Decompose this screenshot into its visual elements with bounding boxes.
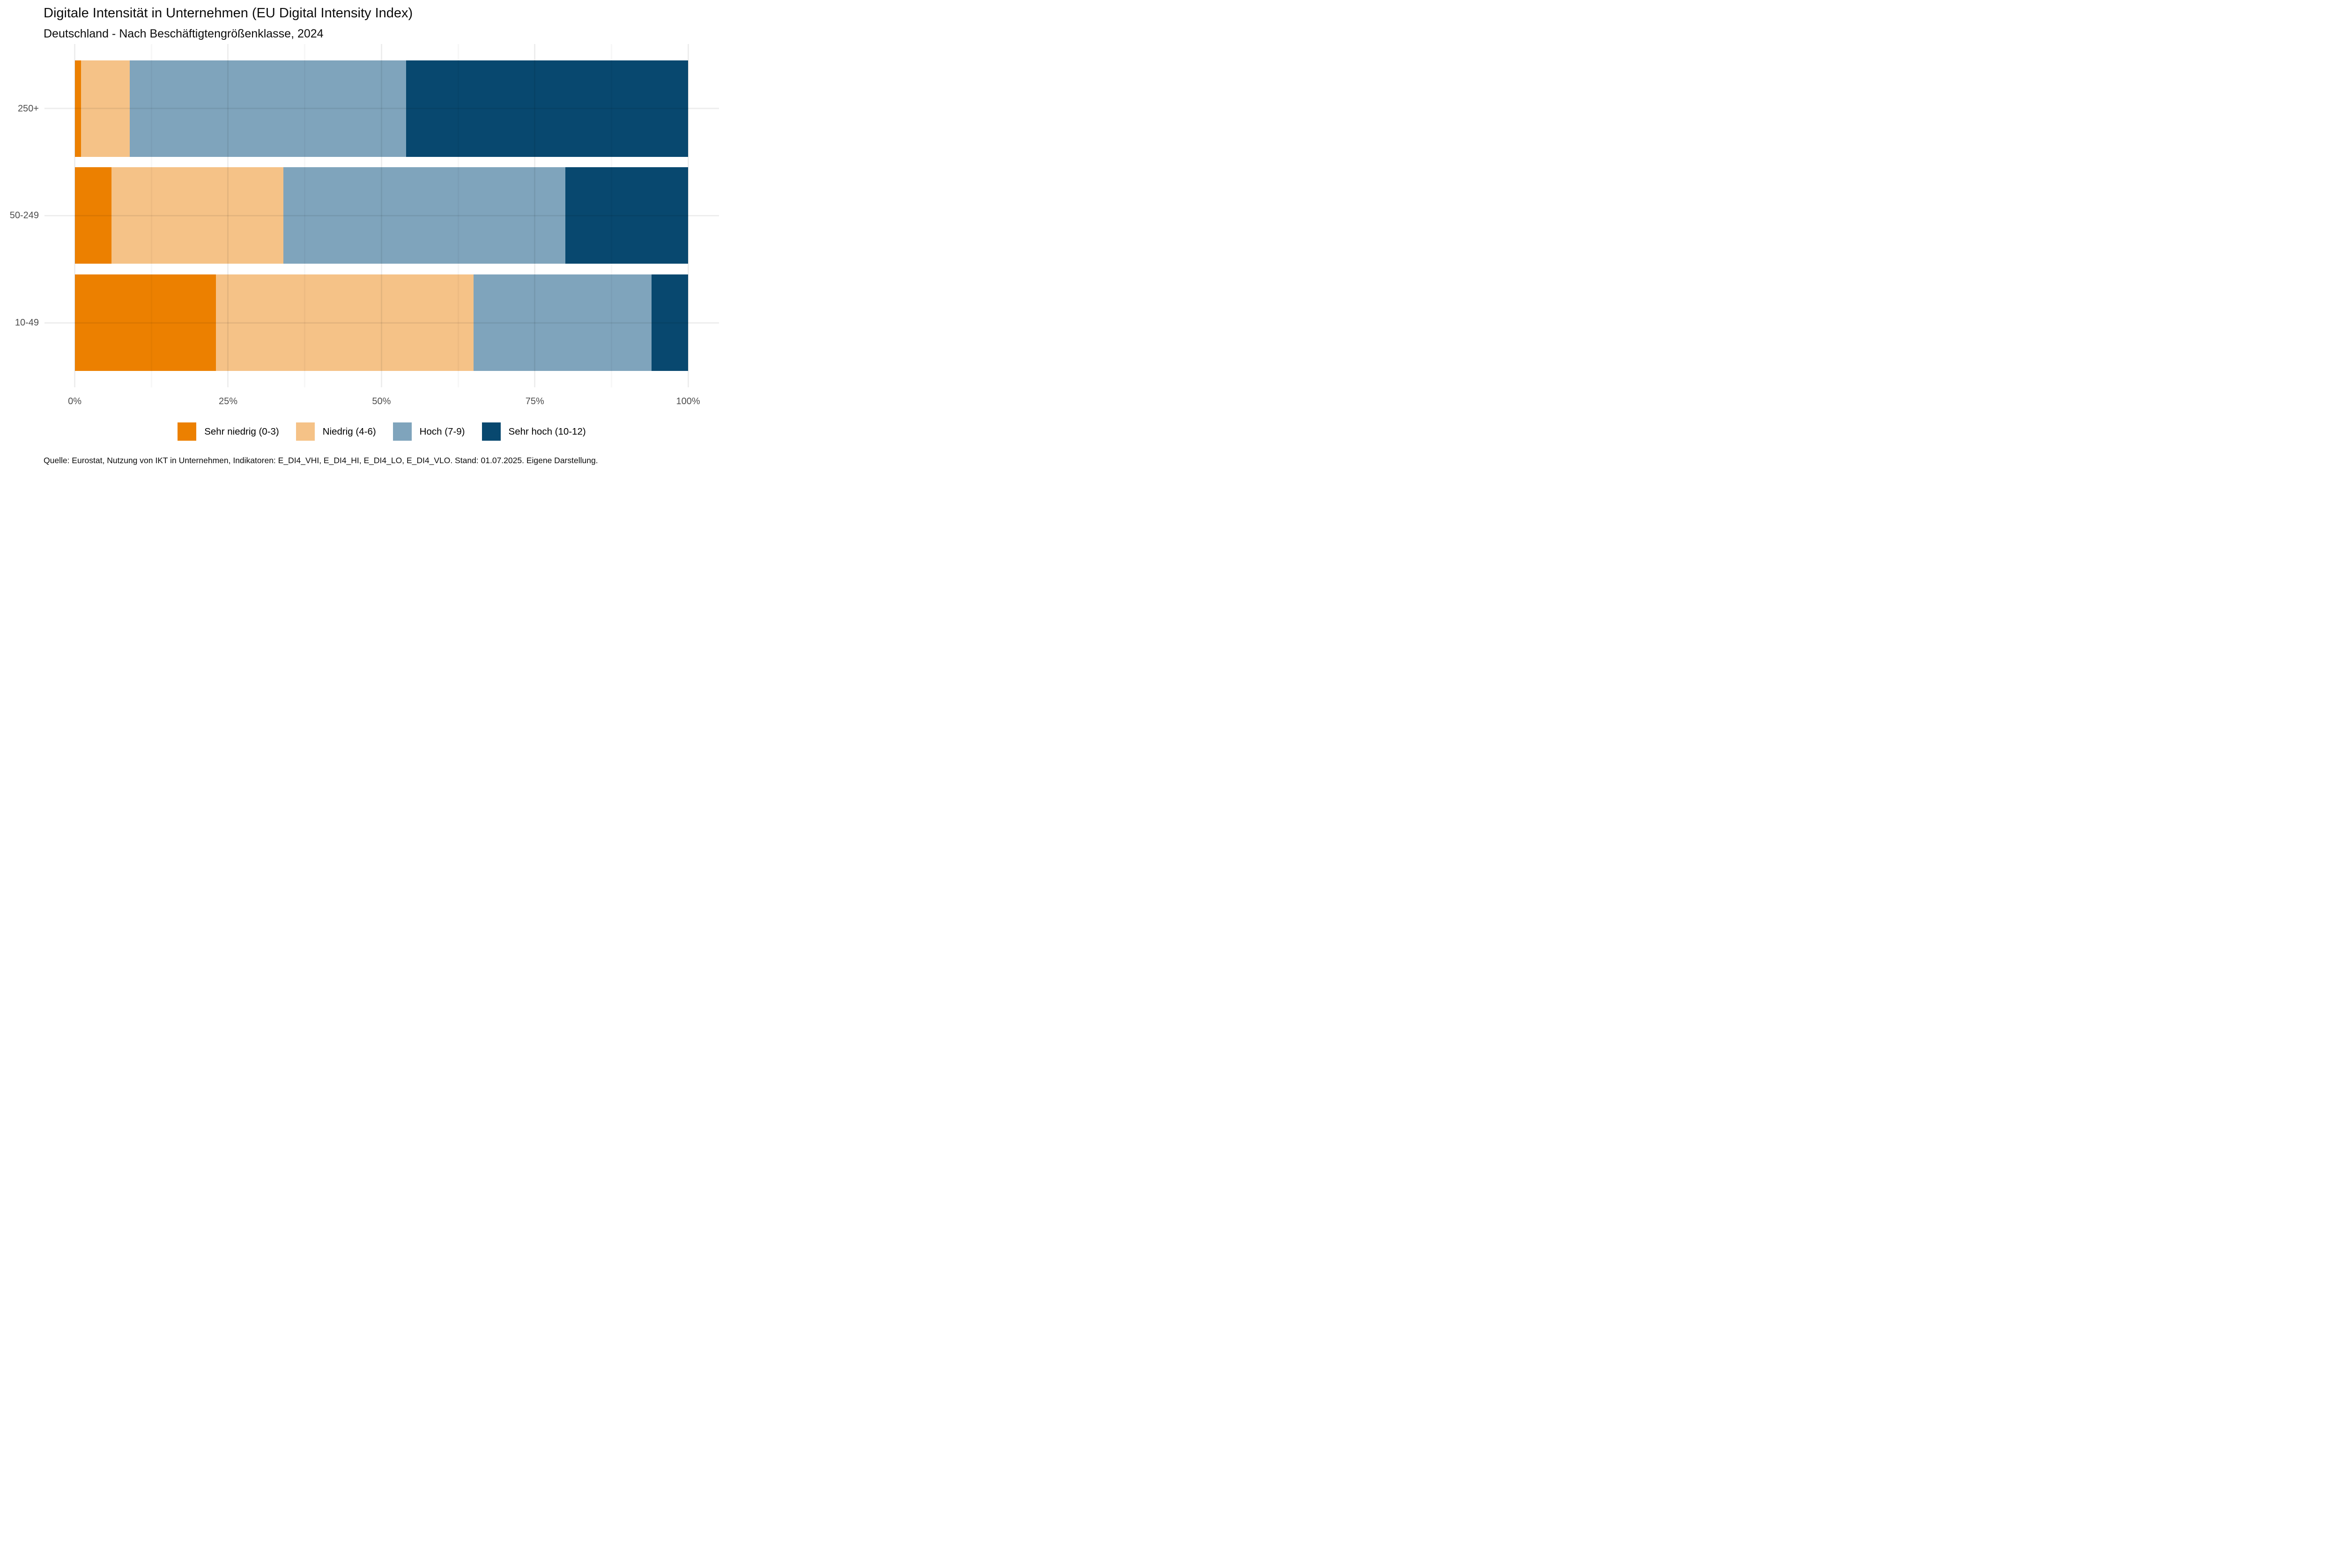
legend-color-swatch [178, 422, 197, 441]
y-axis-label: 10-49 [15, 318, 39, 328]
bar-segment [74, 274, 216, 371]
legend-item: Sehr hoch (10-12) [482, 422, 586, 441]
source-note: Quelle: Eurostat, Nutzung von IKT in Unt… [44, 456, 598, 465]
chart-subtitle: Deutschland - Nach Beschäftigtengrößenkl… [44, 27, 324, 40]
plot-panel [44, 44, 719, 387]
legend-label: Sehr niedrig (0-3) [204, 426, 279, 437]
chart-root: Digitale Intensität in Unternehmen (EU D… [0, 0, 725, 470]
legend-color-swatch [296, 422, 315, 441]
bar-segment [81, 60, 130, 157]
bar-segment [215, 274, 474, 371]
bar-segment [651, 274, 689, 371]
legend-color-swatch [393, 422, 412, 441]
bar-segment [565, 167, 689, 264]
y-axis-label: 250+ [17, 103, 39, 114]
legend-item: Sehr niedrig (0-3) [178, 422, 279, 441]
bar-segment [74, 167, 112, 264]
legend-item: Niedrig (4-6) [296, 422, 376, 441]
x-axis-tick-label: 25% [218, 396, 237, 407]
chart-title: Digitale Intensität in Unternehmen (EU D… [44, 6, 413, 21]
bar-row-250+ [74, 60, 689, 157]
x-axis-tick-label: 50% [372, 396, 391, 407]
bar-segment [406, 60, 689, 157]
legend-label: Sehr hoch (10-12) [508, 426, 586, 437]
legend: Sehr niedrig (0-3) Niedrig (4-6) Hoch (7-9… [44, 422, 719, 441]
legend-color-swatch [482, 422, 501, 441]
bar-row-50-249 [74, 167, 689, 264]
legend-label: Hoch (7-9) [419, 426, 465, 437]
bar-segment [283, 167, 566, 264]
bar-segment [473, 274, 652, 371]
bar-segment [130, 60, 406, 157]
x-axis-tick-label: 75% [525, 396, 544, 407]
x-axis-tick-label: 0% [68, 396, 82, 407]
bar-segment [111, 167, 283, 264]
legend-label: Niedrig (4-6) [322, 426, 376, 437]
bar-row-10-49 [74, 274, 689, 371]
x-axis-tick-label: 100% [676, 396, 700, 407]
legend-item: Hoch (7-9) [393, 422, 465, 441]
bar-segment [74, 60, 81, 157]
y-axis-label: 50-249 [9, 210, 39, 221]
